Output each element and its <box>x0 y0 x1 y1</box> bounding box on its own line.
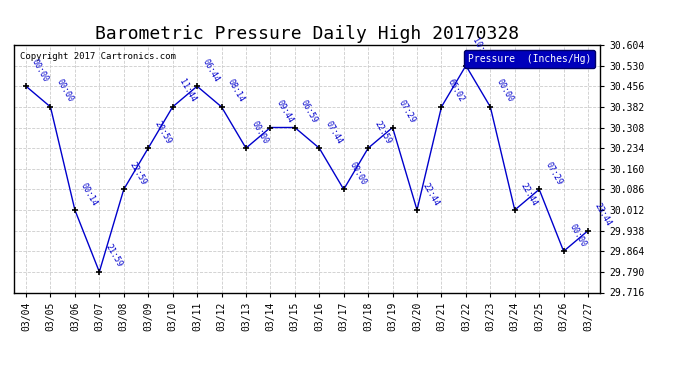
Text: 23:44: 23:44 <box>592 202 613 228</box>
Text: 22:44: 22:44 <box>519 181 539 207</box>
Text: 00:00: 00:00 <box>568 222 588 249</box>
Text: Copyright 2017 Cartronics.com: Copyright 2017 Cartronics.com <box>19 53 175 62</box>
Text: 06:59: 06:59 <box>299 99 319 125</box>
Text: 08:14: 08:14 <box>226 78 246 104</box>
Text: 00:00: 00:00 <box>55 78 75 104</box>
Text: 00:00: 00:00 <box>30 57 50 84</box>
Text: 06:44: 06:44 <box>201 57 221 84</box>
Text: 00:00: 00:00 <box>250 119 270 146</box>
Text: 07:44: 07:44 <box>324 119 344 146</box>
Text: 21:59: 21:59 <box>104 243 124 269</box>
Text: 22:59: 22:59 <box>373 119 393 146</box>
Text: 10:??: 10:?? <box>470 37 491 63</box>
Text: 00:00: 00:00 <box>348 160 368 187</box>
Text: 09:44: 09:44 <box>275 99 295 125</box>
Text: 00:14: 00:14 <box>79 181 99 207</box>
Text: 22:59: 22:59 <box>128 160 148 187</box>
Text: 22:44: 22:44 <box>421 181 442 207</box>
Title: Barometric Pressure Daily High 20170328: Barometric Pressure Daily High 20170328 <box>95 26 519 44</box>
Text: 65:02: 65:02 <box>446 78 466 104</box>
Text: 07:29: 07:29 <box>543 160 564 187</box>
Text: 07:29: 07:29 <box>397 99 417 125</box>
Legend: Pressure  (Inches/Hg): Pressure (Inches/Hg) <box>464 50 595 68</box>
Text: 11:44: 11:44 <box>177 78 197 104</box>
Text: 00:00: 00:00 <box>495 78 515 104</box>
Text: 20:59: 20:59 <box>152 119 172 146</box>
